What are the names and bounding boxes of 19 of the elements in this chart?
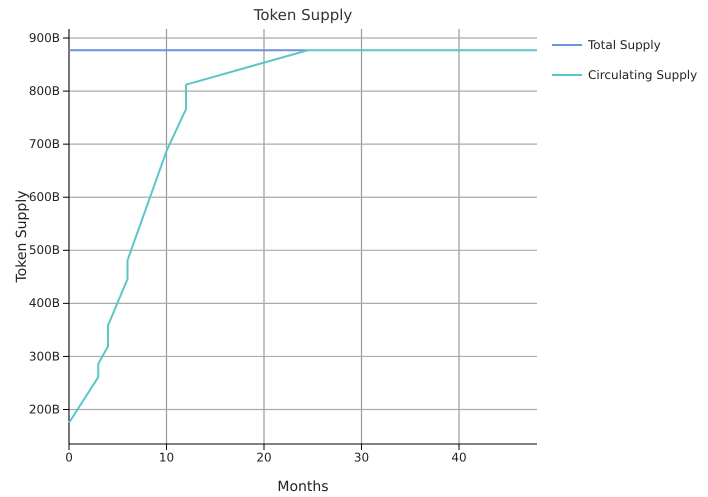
- x-axis-title: Months: [277, 479, 329, 495]
- y-axis-title: Token Supply: [14, 190, 30, 284]
- legend-label: Total Supply: [587, 38, 661, 52]
- x-tick-label: 30: [354, 450, 370, 465]
- y-tick-label: 600B: [28, 190, 60, 204]
- x-tick-label: 40: [451, 450, 467, 465]
- y-tick-label: 900B: [28, 30, 60, 45]
- x-tick-label: 10: [158, 450, 174, 465]
- legend-label: Circulating Supply: [588, 68, 698, 82]
- y-tick-label: 400B: [28, 296, 60, 310]
- y-tick-label: 800B: [28, 84, 60, 98]
- y-tick-label: 500B: [28, 243, 60, 258]
- x-tick-label: 20: [256, 450, 272, 465]
- x-tick-label: 0: [65, 450, 73, 465]
- y-tick-label: 700B: [28, 137, 60, 151]
- y-tick-label: 300B: [28, 349, 60, 364]
- line-series: [68, 49, 538, 424]
- chart-title: Token Supply: [252, 6, 352, 24]
- y-tick-label: 200B: [28, 402, 60, 416]
